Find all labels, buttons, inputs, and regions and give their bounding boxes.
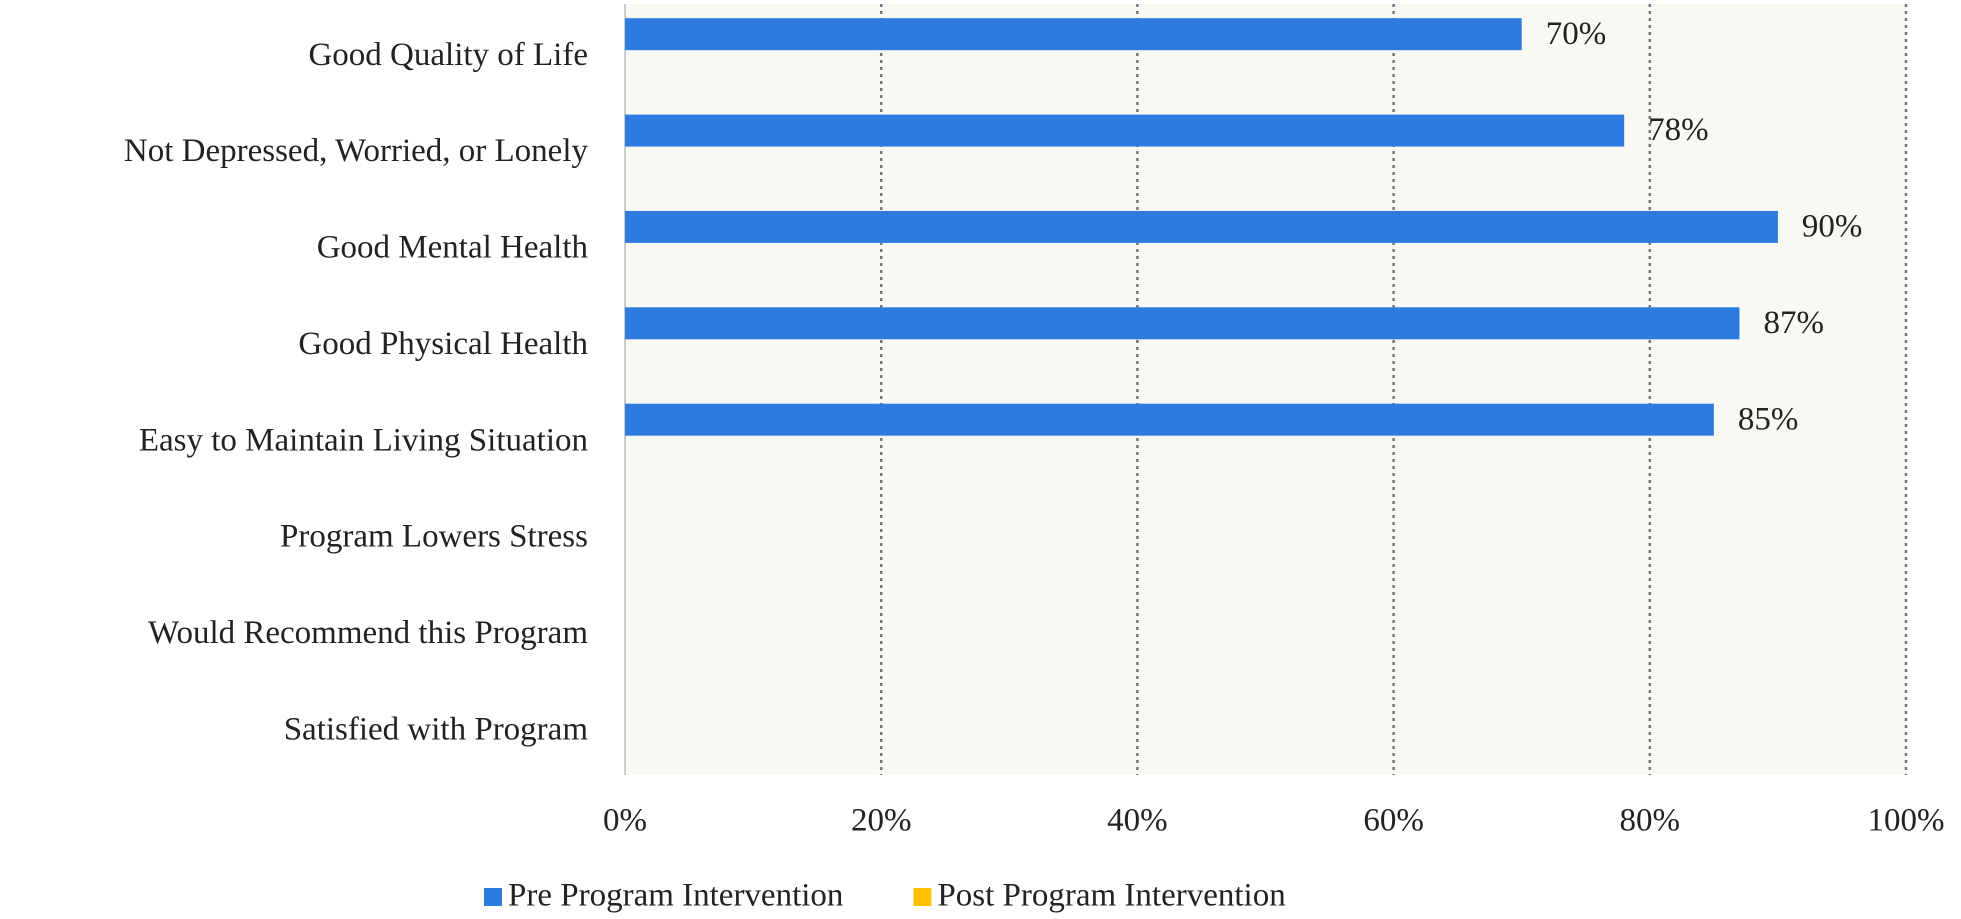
legend-label: Pre Program Intervention [508,878,843,914]
x-tick-label: 80% [1620,803,1681,839]
bar [625,403,1714,436]
y-tick-label: Good Physical Health [298,326,588,362]
y-tick-label: Easy to Maintain Living Situation [139,422,588,458]
x-tick-label: 40% [1107,803,1168,839]
x-tick-label: 100% [1868,803,1945,839]
y-tick-label: Good Mental Health [317,230,589,266]
x-tick-label: 0% [603,803,647,839]
bar [625,114,1625,147]
legend-swatch [484,888,502,906]
bar [625,18,1522,51]
y-tick-label: Would Recommend this Program [148,615,588,651]
y-tick-label: Good Quality of Life [308,37,588,73]
data-label: 87% [1763,305,1824,341]
data-label: 85% [1738,401,1799,437]
bar [625,210,1778,243]
y-tick-label: Not Depressed, Worried, or Lonely [124,133,589,169]
x-tick-label: 20% [851,803,912,839]
data-label: 90% [1802,209,1863,245]
y-tick-label: Program Lowers Stress [280,519,588,555]
data-label: 70% [1546,16,1607,52]
legend-label: Post Program Intervention [937,878,1285,914]
bar [625,307,1740,340]
y-tick-label: Satisfied with Program [284,711,589,747]
legend-swatch [913,888,932,906]
data-label: 78% [1648,112,1709,148]
x-tick-label: 60% [1363,803,1424,839]
